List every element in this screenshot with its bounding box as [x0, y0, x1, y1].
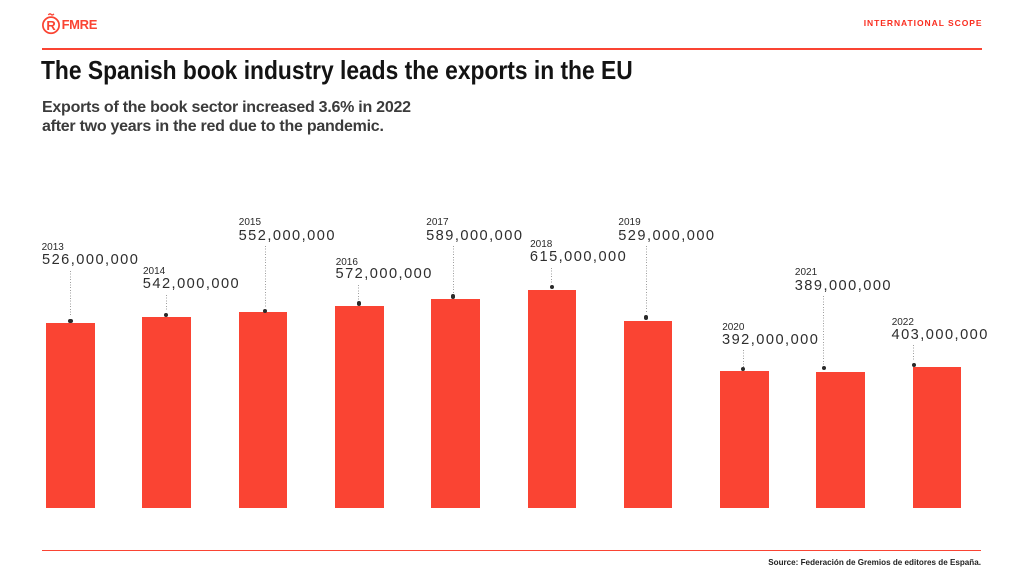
svg-text:R: R	[46, 18, 56, 33]
